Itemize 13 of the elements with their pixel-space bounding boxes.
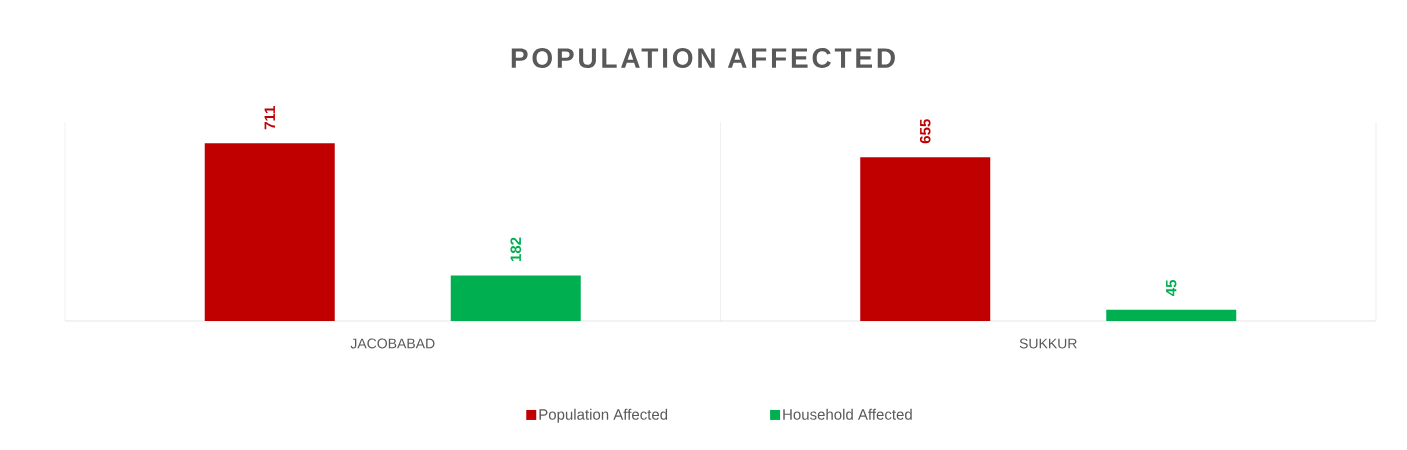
data-label: 182 [510, 237, 522, 262]
x-tick-label: JACOBABAD [350, 338, 435, 349]
bar [204, 143, 335, 321]
data-label: 711 [264, 106, 275, 130]
legend-label: Household Affected [783, 408, 912, 420]
bar [860, 157, 991, 321]
chart-title: POPULATION AFFECTED [511, 48, 895, 68]
bar [1106, 309, 1237, 321]
x-tick-label: SUKKUR [1019, 338, 1077, 349]
data-label: 655 [919, 119, 931, 144]
bar [450, 275, 581, 321]
legend-label: Population Affected [539, 408, 668, 423]
data-label: 45 [1166, 279, 1177, 296]
